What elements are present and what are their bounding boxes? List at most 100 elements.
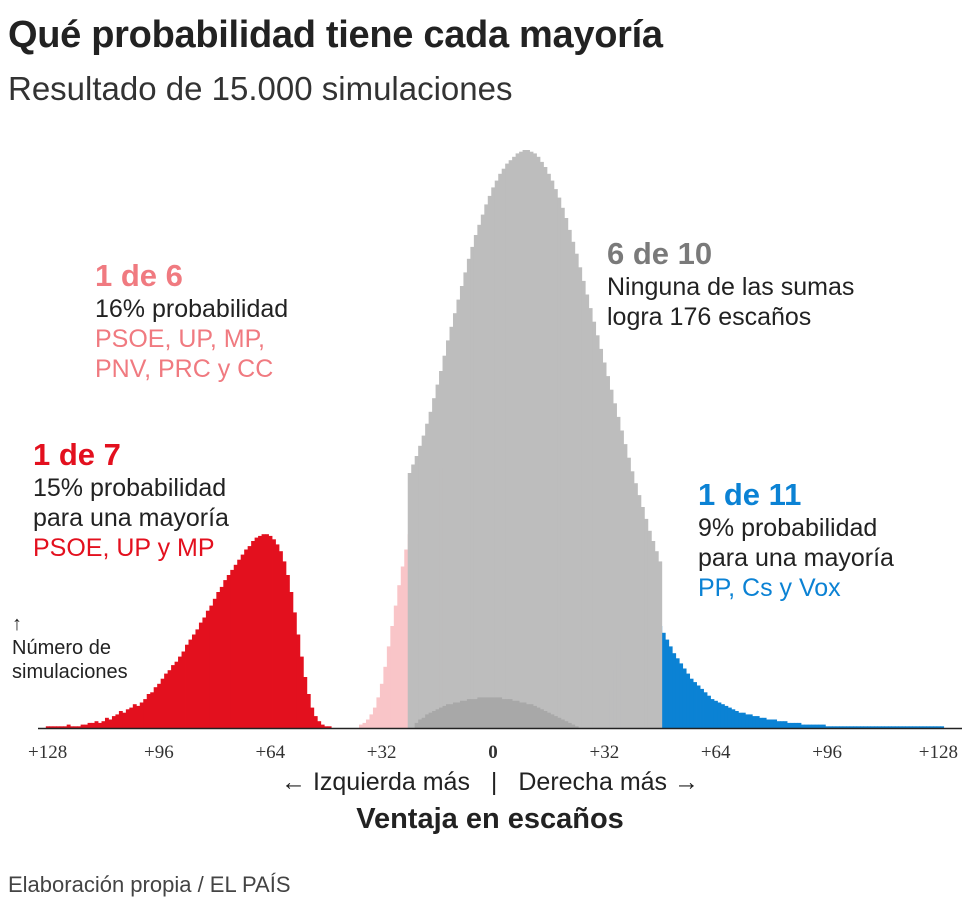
x-tick-label: +32 xyxy=(590,742,620,763)
overlap-bar xyxy=(526,704,530,728)
direction-separator: | xyxy=(490,768,498,796)
series-pp-cs-y-vox-bar xyxy=(734,711,739,728)
series-psoe-up-y-mp-bar xyxy=(212,598,217,728)
series-psoe-up-y-mp-bar xyxy=(118,711,123,728)
series-pp-cs-y-vox-bar xyxy=(700,688,704,728)
series-pp-cs-y-vox-bar xyxy=(856,726,861,728)
direction-left: ← Izquierda más xyxy=(281,768,470,796)
series-psoe-up-y-mp-bar xyxy=(251,541,256,728)
series-psoe-up-y-mp-bar xyxy=(317,721,322,728)
series-pp-cs-y-vox-bar xyxy=(745,714,750,728)
series-psoe-up-y-mp-bar xyxy=(223,580,228,728)
x-tick-label: +96 xyxy=(812,742,842,763)
series-psoe-up-mp-pnv-prc-y-cc-bar xyxy=(383,666,388,728)
series-pp-cs-y-vox-bar xyxy=(807,724,812,728)
series-psoe-up-y-mp-bar xyxy=(129,707,134,728)
series-6-de-10-bar xyxy=(526,150,530,728)
series-psoe-up-y-mp-bar xyxy=(125,709,130,728)
series-pp-cs-y-vox-bar xyxy=(675,658,680,728)
series-6-de-10-bar xyxy=(418,445,423,728)
series-pp-cs-y-vox-bar xyxy=(766,719,771,728)
series-psoe-up-mp-pnv-prc-y-cc-bar xyxy=(393,605,398,728)
annotation-right: 1 de 11 9% probabilidad para una mayoría… xyxy=(698,477,894,603)
series-pp-cs-y-vox-bar xyxy=(780,721,784,728)
series-pp-cs-y-vox-bar xyxy=(717,702,722,728)
series-6-de-10-bar xyxy=(585,294,590,728)
series-psoe-up-y-mp-bar xyxy=(160,678,165,728)
none-line2: logra 176 escaños xyxy=(607,303,812,331)
series-psoe-up-y-mp-bar xyxy=(132,704,137,728)
series-6-de-10-bar xyxy=(501,168,506,728)
series-psoe-up-y-mp-bar xyxy=(237,559,242,728)
series-6-de-10-bar xyxy=(421,435,426,728)
series-6-de-10-bar xyxy=(425,423,430,728)
series-psoe-up-y-mp-bar xyxy=(258,535,262,728)
series-6-de-10-bar xyxy=(644,518,649,728)
chart-subtitle: Resultado de 15.000 simulaciones xyxy=(8,70,513,107)
series-6-de-10-bar xyxy=(411,464,416,728)
series-psoe-up-y-mp-bar xyxy=(233,564,238,728)
series-psoe-up-y-mp-bar xyxy=(289,592,294,728)
series-psoe-up-y-mp-bar xyxy=(299,656,304,728)
series-psoe-up-y-mp-bar xyxy=(153,687,158,728)
y-axis-note-line1: Número de xyxy=(12,637,111,659)
series-pp-cs-y-vox-bar xyxy=(898,726,903,728)
series-6-de-10-bar xyxy=(623,444,628,728)
series-6-de-10-bar xyxy=(578,267,583,728)
series-6-de-10-bar xyxy=(519,151,523,728)
series-6-de-10-bar xyxy=(473,235,478,728)
series-6-de-10-bar xyxy=(407,473,412,728)
series-pp-cs-y-vox-bar xyxy=(731,709,736,728)
series-pp-cs-y-vox-bar xyxy=(894,726,899,728)
series-6-de-10-bar xyxy=(567,229,572,728)
overlap-bar xyxy=(508,699,513,728)
series-pp-cs-y-vox-bar xyxy=(696,685,701,728)
overlap-bar xyxy=(439,707,443,728)
series-pp-cs-y-vox-bar xyxy=(727,707,732,728)
series-6-de-10-bar xyxy=(449,326,454,728)
series-6-de-10-bar xyxy=(543,167,548,728)
series-psoe-up-y-mp-bar xyxy=(49,726,54,728)
overlap-bar xyxy=(539,709,544,728)
left-wide-parties1: PSOE, UP, MP, xyxy=(95,325,265,353)
series-pp-cs-y-vox-bar xyxy=(720,704,725,728)
series-pp-cs-y-vox-bar xyxy=(839,726,844,728)
series-pp-cs-y-vox-bar xyxy=(915,726,920,728)
overlap-bar xyxy=(432,711,436,728)
series-psoe-up-mp-pnv-prc-y-cc-bar xyxy=(362,722,367,728)
overlap-bar xyxy=(501,699,506,728)
series-psoe-up-mp-pnv-prc-y-cc-bar xyxy=(397,585,402,728)
series-psoe-up-y-mp-bar xyxy=(268,535,273,728)
series-pp-cs-y-vox-bar xyxy=(908,726,913,728)
series-psoe-up-y-mp-bar xyxy=(226,575,231,728)
series-psoe-up-y-mp-bar xyxy=(188,639,193,728)
overlap-bar xyxy=(498,697,503,728)
series-6-de-10-bar xyxy=(508,160,513,728)
series-psoe-up-mp-pnv-prc-y-cc-bar xyxy=(379,683,384,728)
series-psoe-up-y-mp-bar xyxy=(63,726,68,728)
series-psoe-up-y-mp-bar xyxy=(209,605,214,728)
series-6-de-10-bar xyxy=(560,207,565,729)
series-psoe-up-y-mp-bar xyxy=(247,546,252,728)
x-tick-label: +64 xyxy=(255,742,285,763)
overlap-bar xyxy=(505,699,510,728)
overlap-bar xyxy=(564,721,569,728)
series-pp-cs-y-vox-bar xyxy=(814,724,819,728)
x-tick-label: 0 xyxy=(488,742,498,763)
series-6-de-10-bar xyxy=(613,403,617,728)
series-6-de-10-bar xyxy=(536,156,541,729)
series-psoe-up-y-mp-bar xyxy=(216,592,221,728)
series-pp-cs-y-vox-bar xyxy=(787,722,791,728)
series-6-de-10-bar xyxy=(571,241,576,729)
series-6-de-10-bar xyxy=(546,173,551,729)
overlap-bar xyxy=(435,709,440,728)
series-psoe-up-y-mp-bar xyxy=(327,726,332,728)
right-headline: 1 de 11 xyxy=(698,477,802,512)
series-pp-cs-y-vox-bar xyxy=(679,663,684,728)
right-parties: PP, Cs y Vox xyxy=(698,574,841,602)
left-wide-parties2: PNV, PRC y CC xyxy=(95,355,274,383)
series-6-de-10-bar xyxy=(553,189,558,729)
series-6-de-10-bar xyxy=(588,308,593,728)
series-pp-cs-y-vox-bar xyxy=(703,692,708,728)
series-psoe-up-y-mp-bar xyxy=(261,534,266,728)
